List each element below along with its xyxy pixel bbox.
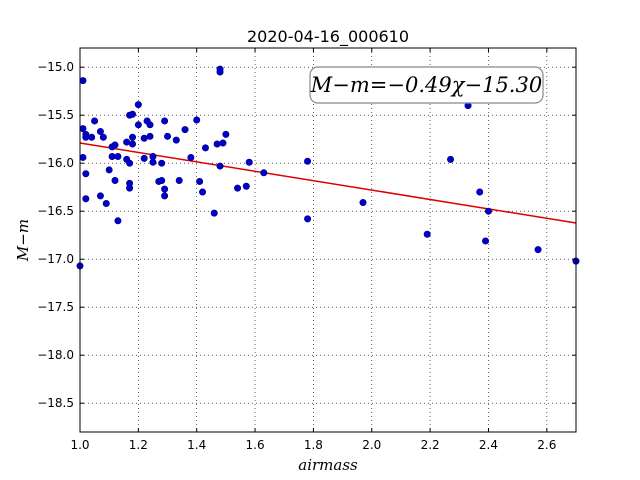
data-point <box>193 116 201 124</box>
data-point <box>158 176 166 184</box>
data-point <box>79 77 87 85</box>
data-point <box>114 217 122 225</box>
y-tick-label: −18.5 <box>37 396 74 410</box>
fit-line <box>79 142 577 224</box>
data-point <box>82 133 90 141</box>
data-point <box>96 192 104 200</box>
data-point <box>219 139 227 147</box>
grid <box>79 48 576 432</box>
data-point <box>534 246 542 254</box>
data-point <box>234 184 242 192</box>
y-axis-ticks: −15.0 −15.5 −16.0 −16.5 −17.0 −17.5 −18.0 −18.5 <box>37 60 576 410</box>
x-tick-label: 1.8 <box>304 438 323 452</box>
data-point <box>196 177 204 185</box>
data-point <box>242 182 250 190</box>
data-point <box>161 185 169 193</box>
data-point <box>201 144 209 152</box>
x-axis-label: airmass <box>298 456 358 474</box>
data-point <box>172 136 180 144</box>
data-point <box>245 158 253 166</box>
data-point <box>146 132 154 140</box>
data-point <box>111 141 119 149</box>
data-point <box>482 237 490 245</box>
x-tick-label: 2.6 <box>537 438 556 452</box>
y-tick-label: −16.0 <box>37 156 74 170</box>
data-point <box>161 192 169 200</box>
data-point <box>304 157 312 165</box>
data-point <box>129 133 137 141</box>
y-tick-label: −16.5 <box>37 204 74 218</box>
data-point <box>88 133 96 141</box>
data-point <box>260 169 268 177</box>
data-point <box>216 162 224 170</box>
data-point <box>158 159 166 167</box>
data-point <box>216 68 224 76</box>
data-point <box>210 209 218 217</box>
data-point <box>359 199 367 207</box>
data-point <box>129 140 137 148</box>
y-tick-label: −17.5 <box>37 300 74 314</box>
data-point <box>149 152 157 160</box>
data-point <box>96 128 104 136</box>
data-point <box>181 126 189 134</box>
data-point <box>161 117 169 125</box>
data-point <box>187 153 195 161</box>
data-point <box>476 188 484 196</box>
data-point <box>126 159 134 167</box>
data-point <box>82 195 90 203</box>
data-point <box>82 170 90 178</box>
data-point <box>304 215 312 223</box>
data-point <box>114 152 122 160</box>
fit-equation-box: M−m=−0.49χ−15.30 <box>309 66 544 104</box>
data-point <box>111 176 119 184</box>
data-point <box>175 176 183 184</box>
data-point <box>91 117 99 125</box>
data-point <box>79 153 87 161</box>
fit-line-layer <box>79 142 577 224</box>
data-point <box>123 138 131 146</box>
fit-equation-frame <box>309 66 544 104</box>
y-tick-label: −15.0 <box>37 60 74 74</box>
data-point <box>134 121 142 129</box>
data-point <box>105 166 113 174</box>
x-tick-label: 2.4 <box>479 438 498 452</box>
data-point <box>140 134 148 142</box>
x-tick-label: 2.2 <box>421 438 440 452</box>
data-point <box>108 152 116 160</box>
x-tick-label: 1.6 <box>246 438 265 452</box>
x-axis-ticks: 1.0 1.2 1.4 1.6 1.8 2.0 2.2 2.4 2.6 <box>70 48 556 452</box>
data-point <box>140 154 148 162</box>
data-point <box>126 184 134 192</box>
x-tick-label: 1.4 <box>187 438 206 452</box>
plot-frame <box>79 47 577 433</box>
data-point <box>79 125 87 133</box>
data-point <box>164 132 172 140</box>
y-axis-label: M−m <box>14 219 32 262</box>
data-point <box>484 207 492 215</box>
data-point <box>222 130 230 138</box>
data-point <box>146 121 154 129</box>
y-tick-label: −15.5 <box>37 108 74 122</box>
data-point <box>134 101 142 109</box>
data-point <box>213 140 221 148</box>
data-point <box>423 230 431 238</box>
data-point <box>102 200 110 208</box>
data-points <box>76 65 580 270</box>
data-point <box>447 155 455 163</box>
data-point <box>129 110 137 118</box>
data-point <box>99 133 107 141</box>
x-tick-label: 1.2 <box>129 438 148 452</box>
y-tick-label: −18.0 <box>37 348 74 362</box>
data-point <box>199 188 207 196</box>
fit-equation: M−m=−0.49χ−15.30 <box>310 73 542 97</box>
data-point <box>149 158 157 166</box>
y-tick-label: −17.0 <box>37 252 74 266</box>
chart-title: 2020-04-16_000610 <box>247 27 409 47</box>
x-tick-label: 2.0 <box>362 438 381 452</box>
x-tick-label: 1.0 <box>70 438 89 452</box>
